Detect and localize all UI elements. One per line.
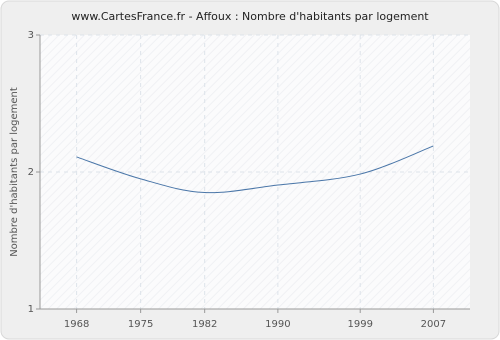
x-tick-label: 1975: [128, 319, 153, 330]
y-tick-label: 1: [28, 304, 34, 315]
y-tick-label: 3: [28, 30, 34, 41]
plot-area: [40, 35, 470, 309]
x-tick-label: 1968: [64, 319, 89, 330]
chart-title: www.CartesFrance.fr - Affoux : Nombre d'…: [71, 10, 429, 23]
y-axis-label: Nombre d'habitants par logement: [9, 87, 20, 257]
data-line: [76, 145, 434, 194]
y-tick-label: 2: [28, 167, 34, 178]
x-tick-label: 1999: [347, 319, 372, 330]
x-tick-label: 2007: [421, 319, 446, 330]
x-tick-label: 1982: [192, 319, 217, 330]
x-tick-label: 1990: [265, 319, 290, 330]
